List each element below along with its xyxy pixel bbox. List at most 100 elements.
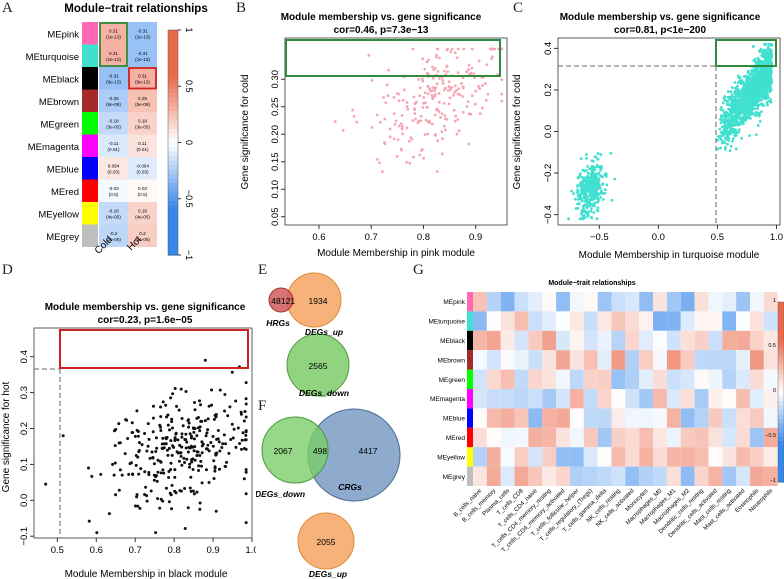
scatter-point xyxy=(400,113,404,117)
scatter-point xyxy=(443,114,447,118)
panel-f-venn: 2067 498 4417 DEGs_down CRGs 2055 DEGs_u… xyxy=(256,408,401,579)
panel-a-row: MEturquoise 0.31(1e-13)-0.31(1e-13) xyxy=(26,44,157,67)
scatter-point xyxy=(145,449,149,453)
heatmap-cell xyxy=(556,408,570,428)
scatter-point xyxy=(756,124,760,127)
scatter-point xyxy=(438,77,441,80)
heatmap-cell xyxy=(736,389,750,409)
scatter-point xyxy=(158,506,162,510)
heatmap-cell xyxy=(708,389,723,409)
cell-corr: 0.2 xyxy=(139,231,146,236)
scatter-point xyxy=(736,111,740,115)
scatter-point xyxy=(445,48,449,52)
scatter-point xyxy=(456,47,460,51)
cell-corr: 0.31 xyxy=(109,51,118,56)
scatter-point xyxy=(207,404,211,408)
colorbar-segment xyxy=(168,174,178,180)
scatter-point xyxy=(769,68,773,72)
heatmap-cell xyxy=(569,466,584,486)
scatter-point xyxy=(198,501,202,505)
heatmap-cell xyxy=(128,224,157,247)
scatter-point xyxy=(226,414,230,418)
scatter-point xyxy=(737,123,740,127)
scatter-point xyxy=(179,451,183,455)
scatter-point xyxy=(599,174,603,178)
module-color-swatch xyxy=(467,427,473,448)
scatter-point xyxy=(739,94,743,98)
scatter-point xyxy=(472,72,476,75)
scatter-point xyxy=(211,434,215,438)
scatter-point xyxy=(719,146,722,150)
scatter-point xyxy=(167,446,171,450)
x-tick-label: −0.5 xyxy=(590,232,609,243)
scatter-point xyxy=(433,94,436,98)
scatter-point xyxy=(574,197,577,201)
module-label: MEblack xyxy=(440,338,466,345)
heatmap-cell xyxy=(653,427,667,448)
heatmap-cell xyxy=(128,67,157,90)
scatter-point xyxy=(736,102,740,106)
scatter-point xyxy=(217,467,221,471)
scatter-point xyxy=(765,68,768,71)
panel-d-plot-frame xyxy=(33,327,253,539)
heatmap-cell xyxy=(639,466,654,486)
scatter-point xyxy=(437,91,441,95)
x-tick-label: 0.9 xyxy=(469,232,482,243)
cell-pvalue: (4e-05) xyxy=(135,214,150,219)
colorbar-segment xyxy=(168,237,178,243)
scatter-point xyxy=(217,440,221,444)
scatter-point xyxy=(191,457,195,461)
scatter-point xyxy=(218,388,222,392)
panel-g-title: Module−trait relationships xyxy=(548,280,635,287)
heatmap-cell xyxy=(597,466,612,486)
heatmap-cell xyxy=(750,466,764,486)
colorbar-frame xyxy=(777,301,784,483)
heatmap-cell xyxy=(722,427,737,448)
module-label: MEyellow xyxy=(38,209,79,220)
scatter-point xyxy=(745,79,749,83)
colorbar-segment xyxy=(778,306,784,312)
heatmap-cell xyxy=(528,447,543,467)
scatter-point xyxy=(596,209,600,213)
venn-f-left-name: DEGs_down xyxy=(256,489,305,499)
scatter-point xyxy=(760,110,763,114)
panel-label-f: F xyxy=(258,398,267,414)
x-tick-label: 1.0 xyxy=(245,545,256,556)
scatter-point xyxy=(590,179,594,183)
colorbar-segment xyxy=(168,142,178,148)
heatmap-cell xyxy=(528,427,543,448)
y-tick-label: 0.0 xyxy=(19,494,30,507)
colorbar-segment xyxy=(168,84,178,90)
panel-c-subtitle: cor=0.81, p<1e−200 xyxy=(614,25,706,36)
scatter-point xyxy=(152,462,156,466)
scatter-point xyxy=(127,472,131,476)
colorbar-segment xyxy=(168,196,178,202)
colorbar-segment xyxy=(778,329,784,335)
scatter-point xyxy=(449,50,453,54)
colorbar-segment xyxy=(778,410,784,416)
scatter-point xyxy=(599,153,603,156)
colorbar-segment xyxy=(168,111,178,117)
scatter-point xyxy=(187,446,191,450)
scatter-point xyxy=(753,107,757,111)
colorbar-segment xyxy=(778,419,784,425)
scatter-point xyxy=(173,437,177,441)
panel-c-scatter: Module membership vs. gene significance … xyxy=(512,12,783,261)
scatter-point xyxy=(195,490,199,494)
scatter-point xyxy=(741,106,745,110)
cell-pvalue: (0.01) xyxy=(107,147,119,152)
scatter-point xyxy=(751,89,755,93)
scatter-point xyxy=(734,114,738,117)
scatter-point xyxy=(740,97,744,101)
scatter-point xyxy=(137,450,141,454)
heatmap-cell xyxy=(611,350,626,370)
scatter-point xyxy=(605,183,609,187)
scatter-point xyxy=(112,473,116,477)
panel-b-plot-frame xyxy=(284,37,508,226)
cell-corr: 0.094 xyxy=(108,163,120,168)
heatmap-cell xyxy=(666,369,681,389)
y-tick-label: 0.30 xyxy=(270,70,281,89)
colorbar-segment xyxy=(778,365,784,371)
scatter-point xyxy=(768,58,772,62)
colorbar-segment xyxy=(168,88,178,94)
